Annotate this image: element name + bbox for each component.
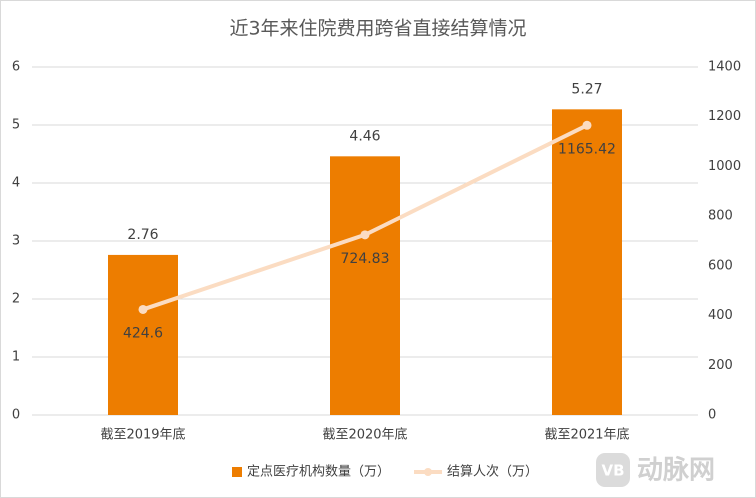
y2-tick-label: 0 bbox=[708, 408, 716, 423]
legend-swatch bbox=[424, 468, 433, 476]
bar bbox=[552, 109, 622, 415]
bar bbox=[330, 156, 400, 415]
x-tick-label: 截至2019年底 bbox=[100, 427, 185, 443]
line-point bbox=[582, 120, 592, 130]
bar-value-label: 4.46 bbox=[349, 128, 380, 144]
y-tick-label: 4 bbox=[12, 176, 20, 191]
y-tick-label: 1 bbox=[12, 350, 20, 365]
y2-tick-label: 400 bbox=[708, 308, 733, 323]
watermark-logo: VB bbox=[601, 462, 624, 480]
bar bbox=[108, 254, 178, 415]
legend-label: 结算人次（万） bbox=[447, 464, 538, 480]
y2-tick-label: 800 bbox=[708, 209, 733, 224]
x-tick-label: 截至2020年底 bbox=[322, 427, 407, 443]
y2-tick-label: 600 bbox=[708, 258, 733, 273]
line-value-label: 1165.42 bbox=[558, 141, 616, 157]
y-tick-label: 6 bbox=[12, 60, 20, 75]
y-tick-label: 2 bbox=[12, 292, 20, 307]
line-point bbox=[138, 304, 148, 314]
watermark-icon bbox=[596, 453, 630, 487]
y2-tick-label: 1000 bbox=[708, 159, 741, 174]
y-tick-label: 0 bbox=[12, 408, 20, 423]
bar-value-label: 5.27 bbox=[571, 81, 602, 97]
chart-title: 近3年来住院费用跨省直接结算情况 bbox=[229, 18, 526, 40]
line-point bbox=[360, 230, 370, 240]
y2-tick-label: 200 bbox=[708, 358, 733, 373]
line-value-label: 724.83 bbox=[341, 251, 390, 267]
y-tick-label: 3 bbox=[12, 234, 20, 249]
watermark: VB 动脉网 bbox=[596, 453, 715, 487]
watermark-text: 动脉网 bbox=[637, 456, 715, 486]
y-tick-label: 5 bbox=[12, 118, 20, 133]
y2-tick-label: 1400 bbox=[708, 60, 741, 75]
x-tick-label: 截至2021年底 bbox=[544, 427, 629, 443]
bar-value-label: 2.76 bbox=[127, 227, 158, 243]
legend-swatch bbox=[232, 467, 242, 477]
line-value-label: 424.6 bbox=[123, 325, 163, 341]
y2-tick-label: 1200 bbox=[708, 109, 741, 124]
legend-label: 定点医疗机构数量（万） bbox=[247, 465, 390, 480]
